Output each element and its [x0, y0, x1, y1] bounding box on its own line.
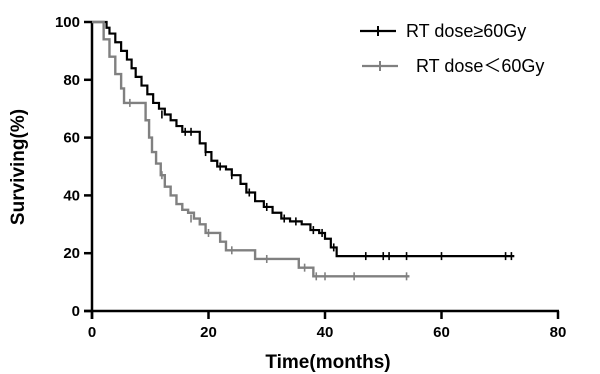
- x-tick-label: 40: [317, 324, 334, 341]
- x-axis-label: Time(months): [265, 352, 390, 373]
- survival-curve: [92, 20, 410, 278]
- y-tick-label: 40: [63, 187, 80, 204]
- series-group: [92, 20, 410, 281]
- legend-item: RT dose＜60Gy: [362, 56, 544, 76]
- y-tick-label: 20: [63, 245, 80, 262]
- x-tick-label: 80: [550, 324, 567, 341]
- series-group: [92, 20, 515, 261]
- y-tick-label: 60: [63, 130, 80, 147]
- axes: 0 20 40 60 80 0 20 40 60 80 100: [55, 14, 566, 341]
- y-tick-label: 80: [63, 72, 80, 89]
- legend-label: RT dose≥60Gy: [406, 21, 526, 41]
- x-tick-label: 60: [433, 324, 450, 341]
- legend-label: RT dose＜60Gy: [416, 56, 544, 76]
- legend-item: RT dose≥60Gy: [360, 21, 526, 41]
- x-tick-label: 20: [200, 324, 217, 341]
- survival-curve: [92, 20, 515, 258]
- legend: RT dose≥60Gy RT dose＜60Gy: [360, 21, 544, 76]
- y-tick-label: 100: [55, 14, 80, 31]
- series-layer: [92, 20, 515, 281]
- x-tick-label: 0: [88, 324, 96, 341]
- y-axis-label: Surviving(%): [8, 109, 29, 225]
- y-tick-label: 0: [72, 303, 80, 320]
